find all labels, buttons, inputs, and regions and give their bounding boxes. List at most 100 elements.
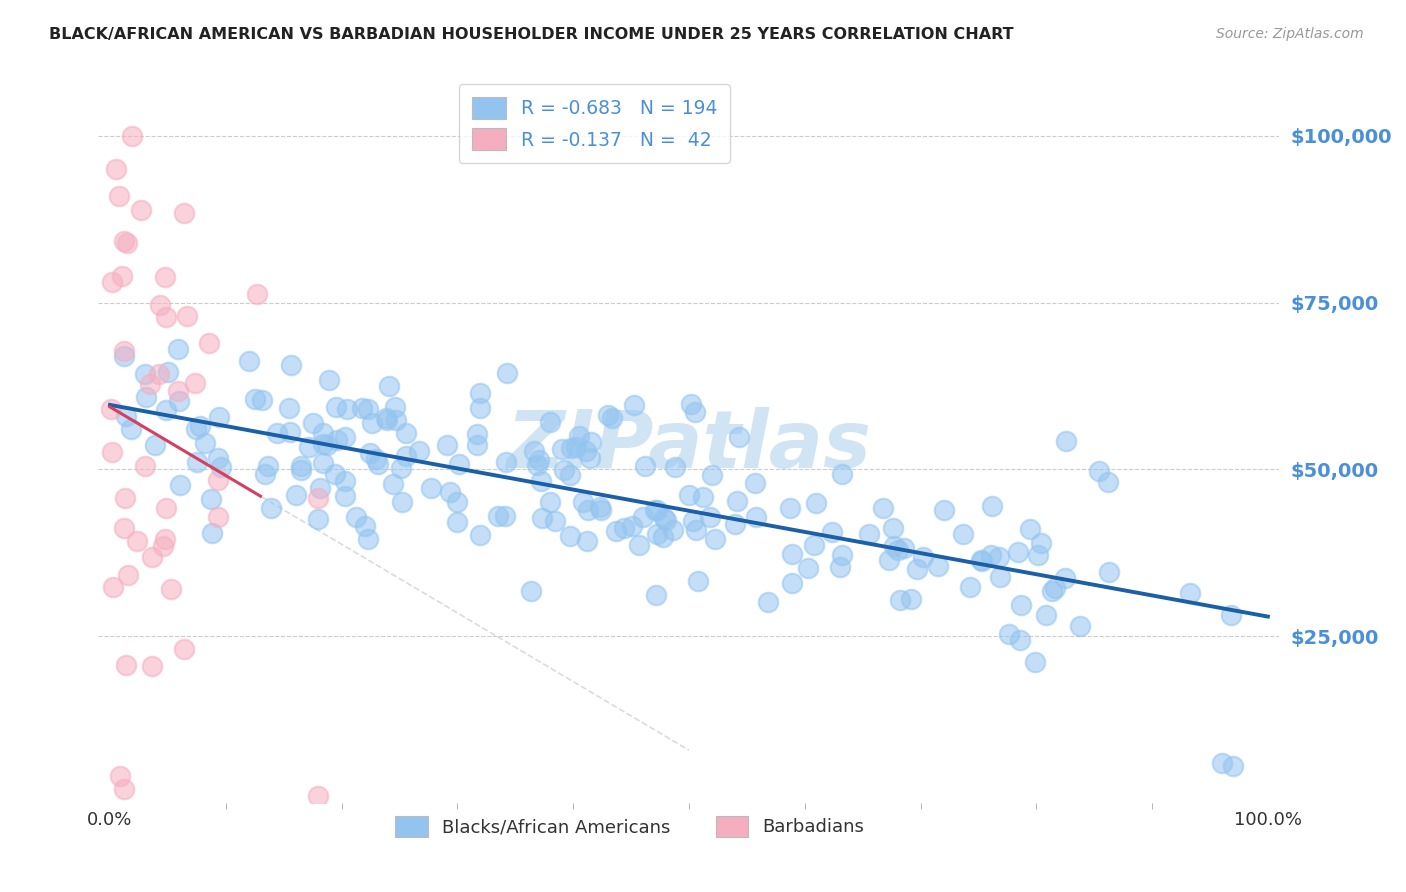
Point [779, 500, 801, 515]
Point [872, 501, 894, 516]
Point [560, 441, 582, 455]
Point [558, 529, 581, 543]
Point [887, 542, 910, 557]
Point [114, 409, 136, 423]
Text: Source: ZipAtlas.com: Source: ZipAtlas.com [1216, 27, 1364, 41]
Point [681, 397, 703, 411]
Point [900, 591, 922, 606]
Point [1024, 655, 1046, 669]
Point [114, 491, 136, 505]
Point [576, 502, 599, 516]
Point [728, 430, 751, 444]
Point [589, 500, 612, 515]
Point [602, 411, 624, 425]
Point [893, 541, 915, 555]
Point [927, 558, 949, 573]
Point [1026, 548, 1049, 562]
Point [266, 425, 288, 440]
Point [912, 549, 935, 564]
Point [468, 386, 491, 401]
Point [155, 403, 177, 417]
Point [208, 410, 231, 425]
Point [280, 358, 302, 372]
Point [1069, 619, 1091, 633]
Point [357, 532, 380, 546]
Point [112, 521, 135, 535]
Point [336, 402, 359, 417]
Point [350, 401, 373, 415]
Point [311, 425, 333, 440]
Point [468, 528, 491, 542]
Point [685, 523, 707, 537]
Point [419, 482, 441, 496]
Point [882, 521, 904, 535]
Point [316, 438, 339, 452]
Point [655, 513, 678, 527]
Point [112, 349, 135, 363]
Point [782, 547, 804, 561]
Point [633, 458, 655, 473]
Point [987, 549, 1010, 564]
Point [382, 476, 405, 491]
Point [1018, 522, 1040, 536]
Point [155, 501, 177, 516]
Point [952, 527, 974, 541]
Point [530, 510, 553, 524]
Point [166, 343, 188, 357]
Point [143, 438, 166, 452]
Point [184, 422, 207, 436]
Point [520, 584, 543, 599]
Point [581, 434, 603, 449]
Point [905, 562, 928, 576]
Point [526, 458, 548, 472]
Text: ZIPatlas: ZIPatlas [506, 407, 872, 485]
Point [125, 534, 148, 549]
Point [141, 659, 163, 673]
Point [496, 367, 519, 381]
Point [704, 533, 727, 547]
Point [1042, 584, 1064, 599]
Point [645, 588, 668, 602]
Point [257, 459, 280, 474]
Point [108, 189, 131, 203]
Point [155, 269, 177, 284]
Point [523, 443, 546, 458]
Point [284, 488, 307, 502]
Point [156, 365, 179, 379]
Point [620, 519, 643, 533]
Point [117, 568, 139, 582]
Point [494, 509, 516, 524]
Point [623, 398, 645, 412]
Point [1008, 633, 1031, 648]
Point [134, 458, 156, 473]
Point [307, 491, 329, 506]
Text: BLACK/AFRICAN AMERICAN VS BARBADIAN HOUSEHOLDER INCOME UNDER 25 YEARS CORRELATIO: BLACK/AFRICAN AMERICAN VS BARBADIAN HOUS… [49, 27, 1014, 42]
Point [662, 523, 685, 537]
Point [575, 444, 598, 458]
Point [692, 490, 714, 504]
Point [527, 453, 550, 467]
Point [243, 392, 266, 406]
Point [209, 460, 232, 475]
Point [699, 509, 721, 524]
Point [134, 368, 156, 382]
Point [169, 478, 191, 492]
Point [318, 373, 340, 387]
Point [436, 438, 458, 452]
Point [1056, 434, 1078, 449]
Point [980, 499, 1002, 513]
Point [652, 511, 675, 525]
Point [325, 400, 347, 414]
Point [631, 510, 654, 524]
Point [858, 527, 880, 541]
Point [745, 509, 768, 524]
Point [139, 377, 162, 392]
Point [1220, 608, 1243, 623]
Point [702, 467, 724, 482]
Point [596, 408, 619, 422]
Point [883, 539, 905, 553]
Point [200, 491, 222, 506]
Point [1010, 598, 1032, 612]
Point [391, 495, 413, 509]
Point [148, 367, 170, 381]
